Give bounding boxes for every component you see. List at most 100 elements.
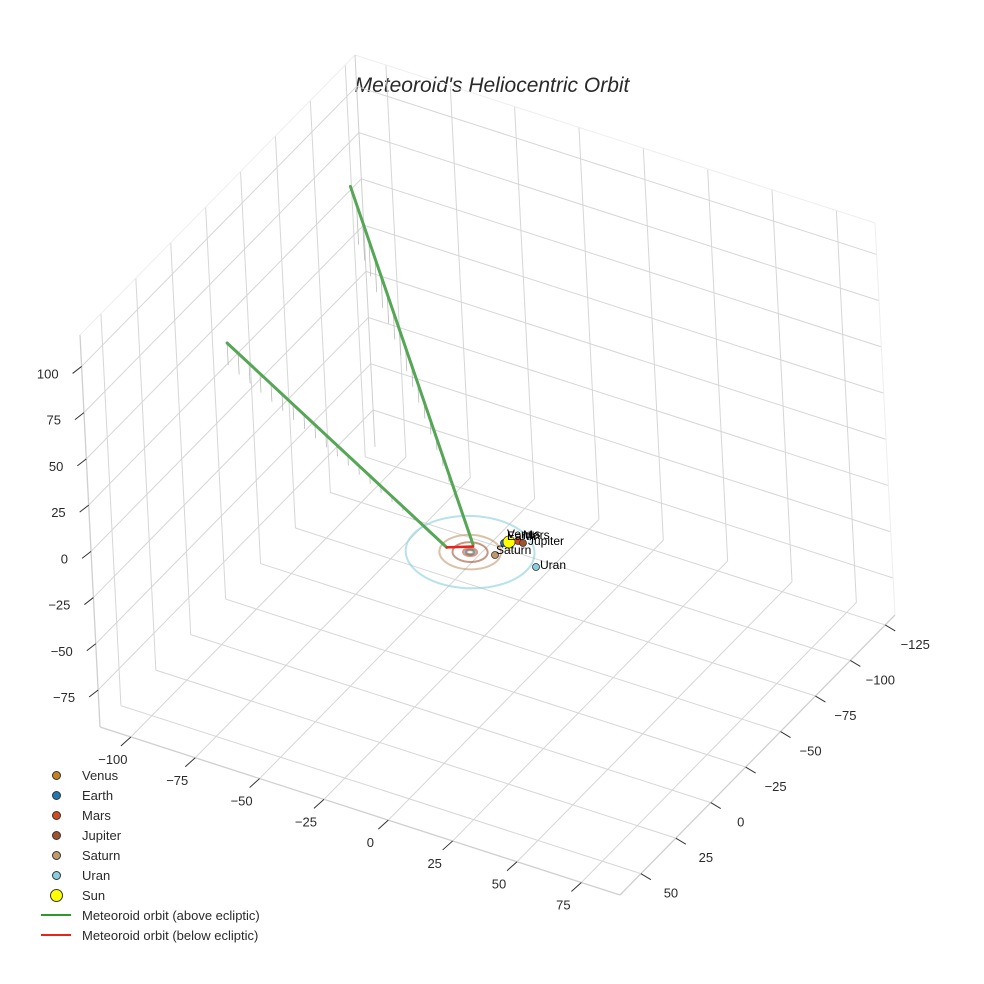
y-tick xyxy=(745,766,756,774)
floor-grid-x xyxy=(452,560,729,842)
planet-jupiter[interactable] xyxy=(519,539,527,547)
planet-saturn[interactable] xyxy=(491,551,499,559)
y-tick-label: 0 xyxy=(737,815,744,830)
floor-grid-y xyxy=(260,563,781,733)
edge xyxy=(874,222,896,616)
floor-grid-x xyxy=(516,581,793,863)
leftwall-grid-z xyxy=(97,409,374,691)
rightwall-grid-x xyxy=(771,189,793,582)
legend-item-sun[interactable]: Sun xyxy=(38,885,260,905)
drop-line xyxy=(356,204,360,245)
planet-label-saturn: Saturn xyxy=(496,543,531,557)
legend-item-meteoroid-orbit-below-ecliptic[interactable]: Meteoroid orbit (below ecliptic) xyxy=(38,925,260,945)
legend-label: Meteoroid orbit (above ecliptic) xyxy=(82,907,260,923)
x-tick xyxy=(120,736,132,747)
planet-label-venus: Venus xyxy=(507,527,540,541)
z-tick xyxy=(84,597,94,605)
rightwall-grid-x xyxy=(642,148,664,541)
legend-item-mars[interactable]: Mars xyxy=(38,805,260,825)
sun[interactable] xyxy=(502,535,516,549)
y-tick-label: −125 xyxy=(901,637,930,652)
legend-item-meteoroid-orbit-above-ecliptic[interactable]: Meteoroid orbit (above ecliptic) xyxy=(38,905,260,925)
legend-item-uran[interactable]: Uran xyxy=(38,865,260,885)
z-tick xyxy=(74,412,85,421)
edge xyxy=(354,54,376,448)
legend-label: Venus xyxy=(82,767,119,783)
rightwall-grid-z xyxy=(363,224,884,394)
leftwall-grid-z xyxy=(85,178,362,460)
leftwall-grid-z xyxy=(95,363,372,645)
leftwall-grid-y xyxy=(240,171,262,564)
planet-uran[interactable] xyxy=(532,563,540,571)
y-tick-label: −100 xyxy=(866,672,895,687)
drop-line xyxy=(362,222,366,261)
z-tick xyxy=(88,689,99,698)
x-tick-label: −50 xyxy=(231,794,253,809)
floor-grid-y xyxy=(120,705,642,875)
floor-grid-x xyxy=(130,456,407,738)
orbit-mars xyxy=(462,547,479,558)
rightwall-grid-x xyxy=(707,168,729,561)
floor-grid-x xyxy=(194,477,471,759)
x-tick xyxy=(506,861,518,872)
legend-label: Mars xyxy=(82,807,111,823)
legend-label: Sun xyxy=(82,887,106,903)
leftwall-grid-y xyxy=(344,64,366,457)
x-tick-label: −100 xyxy=(98,752,127,767)
x-tick-label: 75 xyxy=(556,898,570,913)
x-tick-label: −25 xyxy=(295,814,317,829)
leftwall-grid-y xyxy=(135,278,157,671)
z-tick-label: 50 xyxy=(49,459,63,474)
drop-line xyxy=(259,373,262,393)
z-tick xyxy=(81,550,92,559)
floor-grid-x xyxy=(387,539,664,821)
x-tick-label: 50 xyxy=(492,877,506,892)
legend-item-venus[interactable]: Venus xyxy=(38,765,260,785)
legend-item-jupiter[interactable]: Jupiter xyxy=(38,825,260,845)
legend-item-earth[interactable]: Earth xyxy=(38,785,260,805)
drop-line xyxy=(248,363,251,384)
y-tick-label: 25 xyxy=(699,850,713,865)
legend-item-saturn[interactable]: Saturn xyxy=(38,845,260,865)
floor-grid-x xyxy=(259,498,535,779)
rightwall-grid-x xyxy=(835,210,857,603)
planet-label-earth: Earth xyxy=(507,529,536,543)
floor-grid-y xyxy=(225,598,746,768)
legend-label: Saturn xyxy=(82,847,121,863)
z-tick-label: −25 xyxy=(48,598,70,613)
x-tick xyxy=(442,840,454,851)
y-tick xyxy=(640,873,652,881)
legend-label: Uran xyxy=(82,867,111,883)
line-swatch-icon xyxy=(38,934,74,936)
edge xyxy=(99,726,621,896)
y-tick-label: −50 xyxy=(800,744,822,759)
x-tick-label: 25 xyxy=(427,856,441,871)
leftwall-grid-z xyxy=(93,317,369,598)
meteoroid-traces xyxy=(225,184,475,549)
rightwall-grid-z xyxy=(368,317,889,487)
edge xyxy=(354,54,876,224)
leftwall-grid-z xyxy=(81,86,357,367)
rightwall-grid-z xyxy=(372,409,894,579)
y-tick xyxy=(850,660,861,667)
drop-lines xyxy=(226,204,468,530)
z-tick-label: 100 xyxy=(37,366,59,381)
orbit-uran xyxy=(404,514,536,590)
planet-label-jupiter: Jupiter xyxy=(528,534,564,548)
y-tick-label: 50 xyxy=(664,886,678,901)
leftwall-grid-y xyxy=(205,207,227,600)
z-tick xyxy=(86,643,97,652)
legend-label: Jupiter xyxy=(82,827,122,843)
legend-label: Earth xyxy=(82,787,114,803)
marker-dot-icon xyxy=(38,810,74,820)
orbit-earth xyxy=(464,548,476,556)
edge xyxy=(79,334,101,728)
z-tick xyxy=(79,504,89,513)
y-tick-label: −25 xyxy=(765,779,787,794)
drop-line xyxy=(314,424,317,439)
legend-label: Meteoroid orbit (below ecliptic) xyxy=(82,927,259,943)
planet-label-mars: Mars xyxy=(523,528,550,542)
marker-dot-icon xyxy=(38,830,74,840)
